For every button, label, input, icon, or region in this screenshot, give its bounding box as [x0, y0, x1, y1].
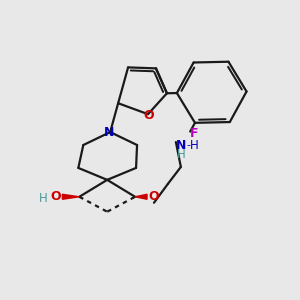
Polygon shape: [135, 194, 147, 199]
Polygon shape: [62, 194, 79, 199]
Text: H: H: [176, 148, 185, 161]
Text: F: F: [190, 127, 198, 140]
Text: -: -: [187, 140, 191, 150]
Text: H: H: [189, 139, 198, 152]
Text: O: O: [144, 109, 154, 122]
Text: H: H: [39, 192, 48, 205]
Text: O: O: [50, 190, 61, 203]
Text: O: O: [149, 190, 159, 203]
Text: N: N: [176, 139, 186, 152]
Text: N: N: [104, 126, 114, 139]
